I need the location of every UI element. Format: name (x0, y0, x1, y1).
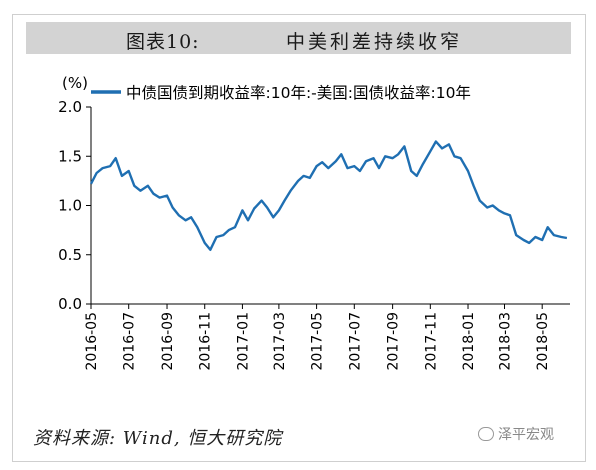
x-tick-label: 2016-11 (198, 312, 214, 371)
y-tick-label: 2.0 (58, 98, 82, 116)
x-tick-label: 2018-03 (497, 312, 513, 371)
legend: 中债国债到期收益率:10年:-美国:国债收益率:10年 (91, 84, 471, 102)
y-tick-label: 0.0 (58, 295, 82, 313)
y-tick-label: 1.5 (58, 147, 82, 165)
x-tick-label: 2017-09 (386, 312, 402, 371)
figure-label: 图表10: (126, 31, 200, 53)
x-tick-label: 2018-01 (461, 312, 477, 371)
watermark: 泽平宏观 (478, 424, 554, 444)
legend-series-label: 中债国债到期收益率:10年:-美国:国债收益率:10年 (126, 84, 471, 102)
x-tick-label: 2017-11 (423, 312, 439, 371)
x-tick-label: 2016-09 (160, 312, 176, 371)
y-tick-label: 0.5 (58, 246, 82, 264)
y-tick-label: 1.0 (58, 197, 82, 215)
y-axis-unit-label: (%) (62, 74, 88, 92)
figure-frame (12, 14, 586, 462)
x-tick-label: 2016-07 (122, 312, 138, 371)
x-tick-label: 2017-07 (347, 312, 363, 371)
x-tick-label: 2017-03 (272, 312, 288, 371)
x-tick-label: 2017-05 (310, 312, 326, 371)
x-tick-label: 2016-05 (84, 312, 100, 371)
watermark-label: 泽平宏观 (498, 427, 554, 443)
wechat-icon (478, 427, 494, 441)
x-tick-label: 2017-01 (235, 312, 251, 371)
chart-title: 中美利差持续收窄 (286, 31, 463, 53)
source-note: 资料来源: Wind, 恒大研究院 (33, 428, 283, 449)
x-tick-label: 2018-05 (535, 312, 551, 371)
title-bar: 图表10: 中美利差持续收窄 (26, 22, 571, 54)
series-line (89, 140, 568, 252)
